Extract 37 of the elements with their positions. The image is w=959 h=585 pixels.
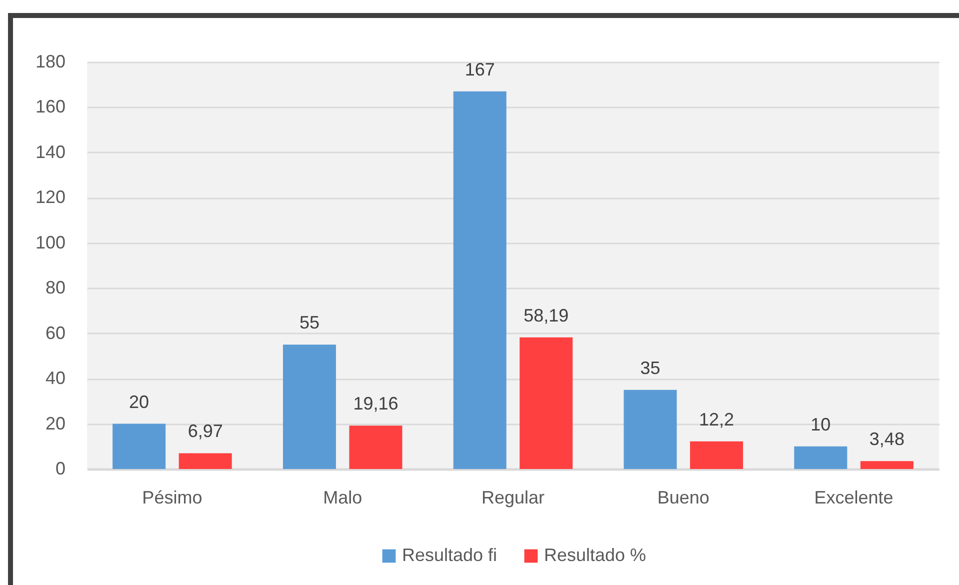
y-tick-label: 180	[35, 52, 66, 72]
bar	[282, 344, 336, 469]
data-label: 35	[640, 358, 660, 378]
bar	[349, 426, 402, 469]
x-tick-label: Pésimo	[142, 488, 202, 508]
x-tick-label: Regular	[481, 488, 545, 508]
y-tick-label: 40	[45, 368, 66, 388]
y-tick-label: 0	[55, 458, 66, 478]
data-label: 20	[129, 392, 150, 412]
bar	[112, 424, 166, 469]
bar	[860, 461, 914, 469]
legend-label: Resultado fi	[402, 545, 498, 565]
data-label: 10	[810, 414, 831, 434]
data-label: 3,48	[869, 429, 904, 450]
y-tick-label: 160	[35, 96, 66, 117]
bar	[453, 91, 506, 469]
y-tick-label: 100	[35, 232, 66, 252]
data-label: 6,97	[188, 421, 223, 442]
y-tick-label: 20	[45, 413, 66, 434]
bar	[520, 337, 573, 469]
y-tick-label: 60	[45, 322, 66, 343]
bar	[690, 441, 744, 469]
legend-label: Resultado %	[544, 545, 646, 565]
data-label: 167	[464, 59, 495, 80]
y-tick-label: 80	[45, 278, 66, 298]
data-label: 55	[299, 312, 320, 333]
x-tick-label: Excelente	[814, 488, 894, 508]
x-tick-label: Bueno	[657, 488, 710, 508]
y-tick-label: 140	[35, 142, 66, 162]
x-tick-label: Malo	[323, 488, 362, 508]
bar	[178, 453, 232, 469]
data-label: 12,2	[699, 409, 734, 430]
data-label: 58,19	[524, 305, 569, 326]
data-label: 19,16	[353, 394, 398, 414]
bar	[794, 446, 848, 469]
y-tick-label: 120	[35, 187, 66, 208]
bar	[624, 390, 677, 469]
